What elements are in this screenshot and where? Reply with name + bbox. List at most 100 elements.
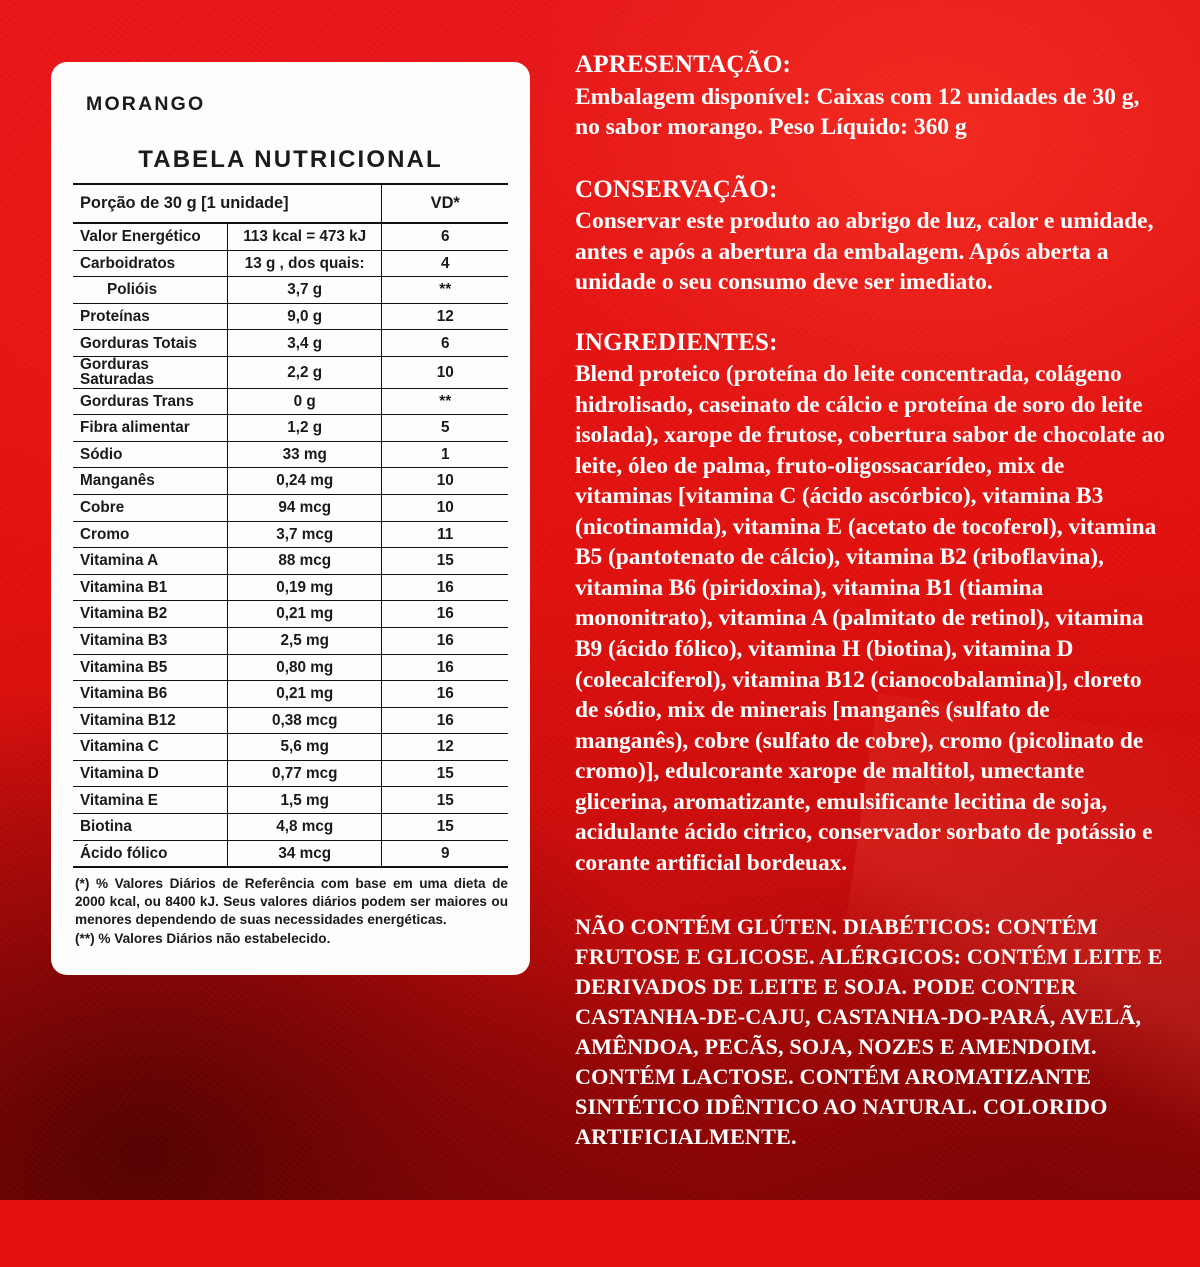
table-row: Proteínas 9,0 g 12 bbox=[73, 303, 508, 331]
nutrient-name: Vitamina E bbox=[73, 786, 228, 815]
nutrient-name: Vitamina B6 bbox=[73, 680, 228, 708]
nutrient-name: Ácido fólico bbox=[73, 840, 228, 869]
nutrient-name: Manganês bbox=[73, 467, 228, 495]
nutrient-amount: 113 kcal = 473 kJ bbox=[226, 223, 382, 251]
nutrient-daily-value: 15 bbox=[381, 547, 508, 575]
table-row: Vitamina C 5,6 mg 12 bbox=[73, 733, 508, 761]
flavor-title: MORANGO bbox=[86, 93, 206, 115]
apresentacao-body: Embalagem disponível: Caixas com 12 unid… bbox=[575, 83, 1140, 141]
nutrient-amount: 0,21 mg bbox=[226, 680, 382, 708]
nutrient-name: Vitamina B2 bbox=[73, 600, 228, 628]
nutrient-amount: 4,8 mcg bbox=[226, 813, 382, 841]
nutrient-name: Proteínas bbox=[73, 303, 228, 331]
nutrient-name: Valor Energético bbox=[73, 223, 228, 251]
nutrient-daily-value: 12 bbox=[381, 733, 508, 761]
nutrient-amount: 3,7 g bbox=[226, 276, 382, 304]
apresentacao-heading: APRESENTAÇÃO: bbox=[575, 51, 792, 78]
nutrient-amount: 33 mg bbox=[226, 441, 382, 469]
table-row: Vitamina B1 0,19 mg 16 bbox=[73, 574, 508, 602]
nutrient-daily-value: 6 bbox=[381, 329, 508, 357]
nutrient-amount: 3,7 mcg bbox=[226, 521, 382, 549]
nutrient-name: Gorduras Trans bbox=[73, 388, 228, 416]
ingredientes-heading: INGREDIENTES: bbox=[575, 328, 778, 356]
table-row: Vitamina B6 0,21 mg 16 bbox=[73, 680, 508, 708]
nutrition-table: Porção de 30 g [1 unidade] VD* Valor Ene… bbox=[73, 183, 508, 869]
nutrient-amount: 2,2 g bbox=[226, 356, 382, 389]
conservacao-heading: CONSERVAÇÃO: bbox=[575, 175, 778, 203]
nutrient-amount: 1,5 mg bbox=[226, 786, 382, 815]
table-row: Cobre 94 mcg 10 bbox=[73, 494, 508, 522]
table-row: Vitamina B2 0,21 mg 16 bbox=[73, 600, 508, 628]
nutrient-name: Vitamina B1 bbox=[73, 574, 228, 602]
nutrient-daily-value: 6 bbox=[381, 223, 508, 251]
table-row: Vitamina E 1,5 mg 15 bbox=[73, 786, 508, 815]
nutrient-name: Carboidratos bbox=[73, 250, 228, 278]
nutrient-name: Cromo bbox=[73, 521, 228, 549]
nutrient-amount: 88 mcg bbox=[226, 547, 382, 575]
spacer-after-ingredientes bbox=[575, 878, 1165, 912]
section-conservacao: CONSERVAÇÃO: Conservar este produto ao a… bbox=[575, 175, 1165, 298]
section-ingredientes: INGREDIENTES: Blend proteico (proteína d… bbox=[575, 328, 1165, 879]
nutrient-name: Vitamina B3 bbox=[73, 627, 228, 655]
table-row: Manganês 0,24 mg 10 bbox=[73, 467, 508, 495]
nutrient-amount: 34 mcg bbox=[226, 840, 382, 869]
nutrient-amount: 0 g bbox=[226, 388, 382, 416]
nutrient-amount: 0,21 mg bbox=[226, 600, 382, 628]
nutrient-daily-value: 5 bbox=[381, 414, 508, 442]
product-info-column: APRESENTAÇÃO: Embalagem disponível: Caix… bbox=[575, 50, 1165, 1152]
nutrient-daily-value: 1 bbox=[381, 441, 508, 469]
table-row: Gorduras Trans 0 g ** bbox=[73, 388, 508, 416]
nutrition-facts-card: MORANGO TABELA NUTRICIONAL Porção de 30 … bbox=[51, 62, 530, 975]
nutrient-amount: 0,77 mcg bbox=[226, 760, 382, 788]
section-apresentacao: APRESENTAÇÃO: Embalagem disponível: Caix… bbox=[575, 50, 1165, 143]
nutrient-amount: 3,4 g bbox=[226, 329, 382, 357]
nutrient-name: Cobre bbox=[73, 494, 228, 522]
nutrient-daily-value: 16 bbox=[381, 627, 508, 655]
table-row: Carboidratos 13 g , dos quais: 4 bbox=[73, 250, 508, 278]
nutrient-name: Vitamina B12 bbox=[73, 707, 228, 735]
spacer-after-apresentacao bbox=[575, 143, 1165, 175]
nutrient-amount: 94 mcg bbox=[226, 494, 382, 522]
nutrient-daily-value: 16 bbox=[381, 680, 508, 708]
table-row: Gorduras Saturadas 2,2 g 10 bbox=[73, 356, 508, 389]
table-row: Valor Energético 113 kcal = 473 kJ 6 bbox=[73, 223, 508, 251]
nutrient-daily-value: 15 bbox=[381, 786, 508, 815]
nutrient-name: Biotina bbox=[73, 813, 228, 841]
nutrient-daily-value: 10 bbox=[381, 467, 508, 495]
portion-header: Porção de 30 g [1 unidade] bbox=[73, 183, 382, 224]
table-row: Ácido fólico 34 mcg 9 bbox=[73, 840, 508, 869]
nutrient-name: Gorduras Saturadas bbox=[73, 356, 228, 389]
footnote-daily-values: (*) % Valores Diários de Referência com … bbox=[75, 876, 508, 928]
nutrient-daily-value: 10 bbox=[381, 494, 508, 522]
nutrient-amount: 0,19 mg bbox=[226, 574, 382, 602]
nutrient-daily-value: 16 bbox=[381, 574, 508, 602]
table-row: Biotina 4,8 mcg 15 bbox=[73, 813, 508, 841]
table-row: Vitamina A 88 mcg 15 bbox=[73, 547, 508, 575]
spacer-after-conservacao bbox=[575, 298, 1165, 328]
nutrient-daily-value: 15 bbox=[381, 813, 508, 841]
nutrient-amount: 9,0 g bbox=[226, 303, 382, 331]
table-row: Cromo 3,7 mcg 11 bbox=[73, 521, 508, 549]
nutrient-amount: 5,6 mg bbox=[226, 733, 382, 761]
label-page: MORANGO TABELA NUTRICIONAL Porção de 30 … bbox=[51, 50, 1165, 1152]
nutrient-daily-value: 16 bbox=[381, 600, 508, 628]
nutrient-daily-value: 16 bbox=[381, 654, 508, 682]
vd-header: VD* bbox=[381, 183, 508, 224]
nutrient-name: Vitamina B5 bbox=[73, 654, 228, 682]
nutrient-name: Vitamina C bbox=[73, 733, 228, 761]
nutrient-name: Vitamina D bbox=[73, 760, 228, 788]
conservacao-body: Conservar este produto ao abrigo de luz,… bbox=[575, 208, 1154, 296]
nutrient-amount: 1,2 g bbox=[226, 414, 382, 442]
nutrient-amount: 0,38 mcg bbox=[226, 707, 382, 735]
nutrient-name: Vitamina A bbox=[73, 547, 228, 575]
table-footnotes: (*) % Valores Diários de Referência com … bbox=[73, 875, 508, 948]
footnote-not-established: (**) % Valores Diários não estabelecido. bbox=[75, 931, 331, 947]
nutrient-daily-value: 12 bbox=[381, 303, 508, 331]
table-header-row: Porção de 30 g [1 unidade] VD* bbox=[73, 183, 508, 224]
table-row: Vitamina D 0,77 mcg 15 bbox=[73, 760, 508, 788]
table-row: Polióis 3,7 g ** bbox=[73, 276, 508, 304]
nutrient-daily-value: 9 bbox=[381, 840, 508, 869]
nutrient-daily-value: 4 bbox=[381, 250, 508, 278]
table-row: Sódio 33 mg 1 bbox=[73, 441, 508, 469]
